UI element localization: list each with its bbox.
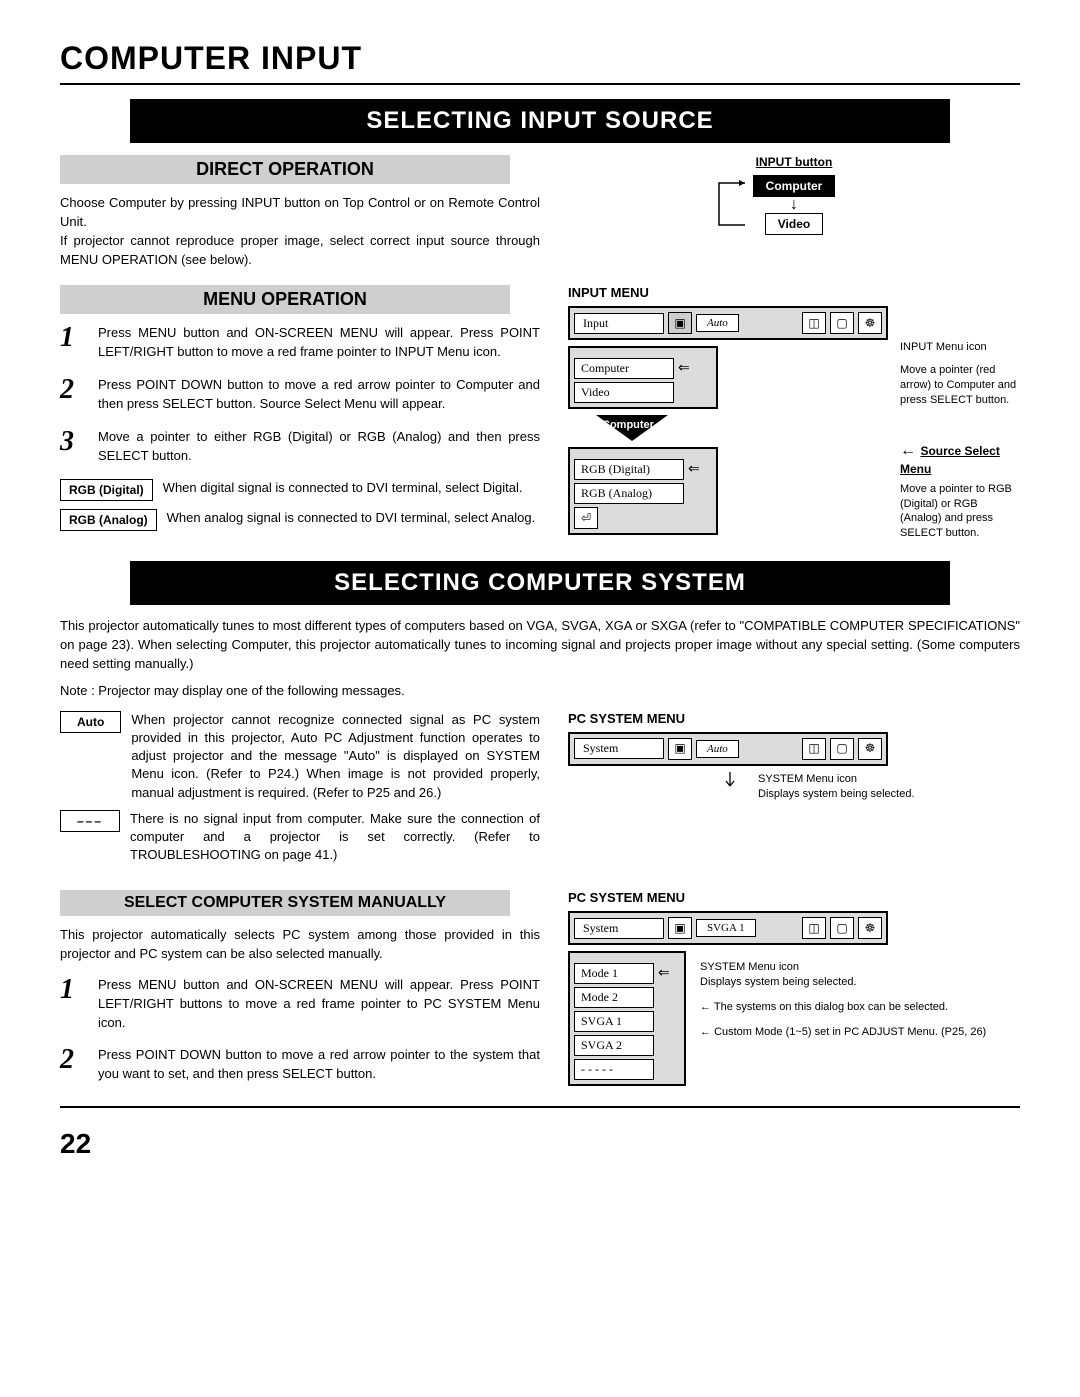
note-pcsys2-3: ← Custom Mode (1~5) set in PC ADJUST Men… <box>700 1025 1020 1040</box>
osd-pcsys-1: System ▣ Auto ◫ ▢ ☸ <box>568 732 888 766</box>
osd-source-select: RGB (Digital) ⇐ RGB (Analog) ⏎ <box>568 447 718 535</box>
note-pcsys2-2: ← The systems on this dialog box can be … <box>700 1000 1020 1015</box>
dash-text: There is no signal input from computer. … <box>130 810 540 865</box>
arrow-down-icon: ↓ <box>753 197 836 213</box>
osd-blank: - - - - - <box>574 1059 654 1080</box>
osd-icon-3: ☸ <box>858 312 882 334</box>
sys-note: Note : Projector may display one of the … <box>60 682 1020 701</box>
osd-item-computer: Computer <box>574 358 674 379</box>
osd-pcsys-2-body: Mode 1⇐ Mode 2 SVGA 1 SVGA 2 - - - - - <box>568 951 686 1086</box>
note-pointer: Move a pointer (red arrow) to Computer a… <box>900 363 1020 408</box>
manual-step-2-num: 2 <box>60 1046 84 1084</box>
osd-svga1: SVGA 1 <box>696 919 756 937</box>
manual-step-2-txt: Press POINT DOWN button to move a red ar… <box>98 1046 540 1084</box>
note-pcsys-1: SYSTEM Menu icon Displays system being s… <box>758 772 915 802</box>
manual-intro: This projector automatically selects PC … <box>60 926 540 964</box>
osd-mode2: Mode 2 <box>574 987 654 1008</box>
osd-pcsys2-head: System <box>574 918 664 939</box>
osd-icon-a: ▣ <box>668 738 692 760</box>
osd-icon-2: ▢ <box>830 312 854 334</box>
osd-icon-e: ▣ <box>668 917 692 939</box>
dash-label: ––– <box>60 810 120 832</box>
osd-pcsys-head: System <box>574 738 664 759</box>
osd-icon-f: ◫ <box>802 917 826 939</box>
note-pcsys2-1: SYSTEM Menu icon Displays system being s… <box>700 960 1020 990</box>
pc-sys-menu-title: PC SYSTEM MENU <box>568 711 1020 726</box>
input-btn-computer: Computer <box>753 175 836 197</box>
osd-icon-1: ◫ <box>802 312 826 334</box>
manual-step-1-txt: Press MENU button and ON-SCREEN MENU wil… <box>98 976 540 1033</box>
osd-item-rgb-d: RGB (Digital) <box>574 459 684 480</box>
osd-input-top: Input ▣ Auto ◫ ▢ ☸ <box>568 306 888 340</box>
step-1-num: 1 <box>60 324 84 362</box>
big-arrow-label: Computer <box>602 419 654 431</box>
manual-step-1-num: 1 <box>60 976 84 1033</box>
osd-back-icon: ⏎ <box>574 507 598 529</box>
step-2-num: 2 <box>60 376 84 414</box>
osd-mode1: Mode 1 <box>574 963 654 984</box>
direct-op-text2: If projector cannot reproduce proper ima… <box>60 232 540 270</box>
rule-top <box>60 83 1020 85</box>
osd-icon-g: ▢ <box>830 917 854 939</box>
heading-manual: SELECT COMPUTER SYSTEM MANUALLY <box>60 890 510 916</box>
auto-label: Auto <box>60 711 121 733</box>
input-button-diagram: INPUT button Computer ↓ Video <box>568 155 1020 269</box>
osd-auto: Auto <box>696 314 739 332</box>
osd-icon-h: ☸ <box>858 917 882 939</box>
big-arrow-down-icon: Computer <box>596 415 668 441</box>
rgb-digital-text: When digital signal is connected to DVI … <box>163 479 540 497</box>
note-input-icon: INPUT Menu icon <box>900 340 1020 355</box>
rgb-analog-label: RGB (Analog) <box>60 509 157 531</box>
osd-pcsys-2-head: System ▣ SVGA 1 ◫ ▢ ☸ <box>568 911 888 945</box>
osd-input-head: Input <box>574 313 664 334</box>
step-2-txt: Press POINT DOWN button to move a red ar… <box>98 376 540 414</box>
ptr-3: ⇐ <box>658 965 670 982</box>
rule-bottom <box>60 1106 1020 1108</box>
heading-direct-op: DIRECT OPERATION <box>60 155 510 184</box>
osd-item-video: Video <box>574 382 674 403</box>
rgb-digital-label: RGB (Digital) <box>60 479 153 501</box>
step-1-txt: Press MENU button and ON-SCREEN MENU wil… <box>98 324 540 362</box>
step-3-txt: Move a pointer to either RGB (Digital) o… <box>98 428 540 466</box>
input-menu-title: INPUT MENU <box>568 285 1020 300</box>
osd-icon-c: ▢ <box>830 738 854 760</box>
direct-op-text1: Choose Computer by pressing INPUT button… <box>60 194 540 232</box>
step-3-num: 3 <box>60 428 84 466</box>
rgb-analog-text: When analog signal is connected to DVI t… <box>167 509 540 527</box>
osd-svga1b: SVGA 1 <box>574 1011 654 1032</box>
osd-icon-sel: ▣ <box>668 312 692 334</box>
osd-pcsys-auto: Auto <box>696 740 739 758</box>
osd-icon-d: ☸ <box>858 738 882 760</box>
osd-item-rgb-a: RGB (Analog) <box>574 483 684 504</box>
pointer-icon: ⇐ <box>678 360 690 377</box>
source-select-title: Source Select Menu <box>900 444 1000 476</box>
pc-sys-menu2-title: PC SYSTEM MENU <box>568 890 1020 905</box>
heading-menu-op: MENU OPERATION <box>60 285 510 314</box>
auto-text: When projector cannot recognize connecte… <box>131 711 540 802</box>
banner-input-source: SELECTING INPUT SOURCE <box>130 99 950 143</box>
osd-icon-b: ◫ <box>802 738 826 760</box>
page-title: COMPUTER INPUT <box>60 40 1020 77</box>
input-btn-title: INPUT button <box>568 155 1020 169</box>
input-btn-video: Video <box>765 213 823 235</box>
note-src-select: Move a pointer to RGB (Digital) or RGB (… <box>900 482 1020 541</box>
page-number: 22 <box>60 1128 1020 1160</box>
banner-computer-system: SELECTING COMPUTER SYSTEM <box>130 561 950 605</box>
sys-intro: This projector automatically tunes to mo… <box>60 617 1020 674</box>
osd-svga2: SVGA 2 <box>574 1035 654 1056</box>
pointer-icon-2: ⇐ <box>688 461 700 478</box>
osd-input-body: Computer ⇐ Video <box>568 346 718 409</box>
